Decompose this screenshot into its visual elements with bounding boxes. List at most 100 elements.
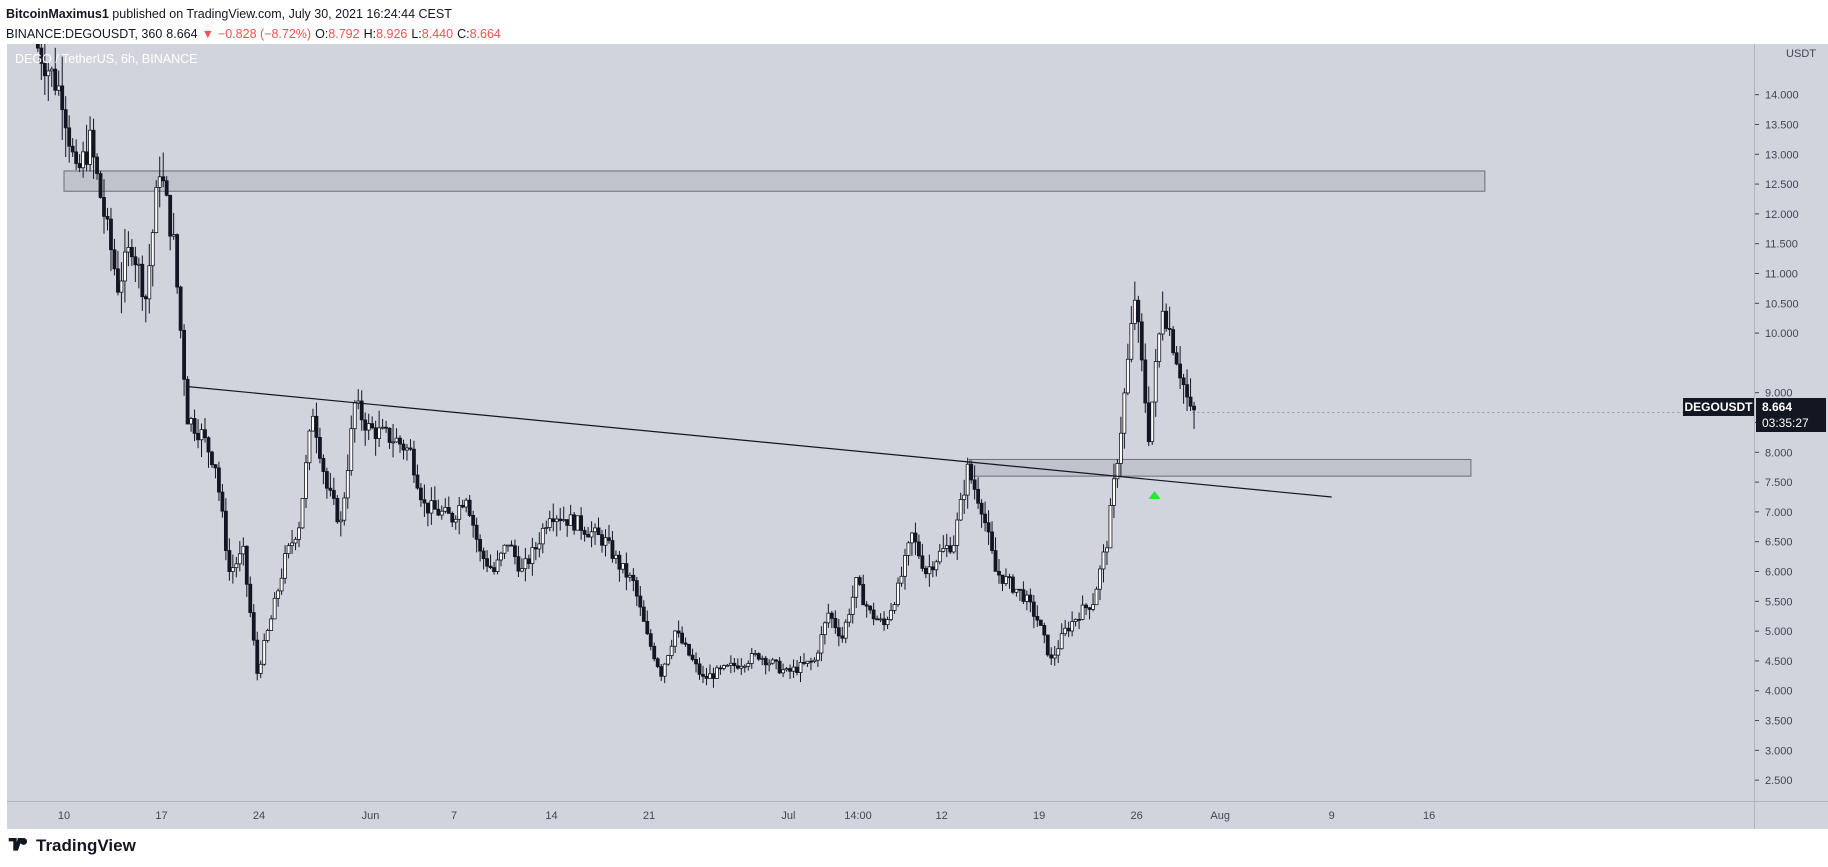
candle-body <box>185 378 190 425</box>
candle-body <box>206 437 211 453</box>
candle-body <box>492 567 496 572</box>
candle-body <box>833 617 838 629</box>
candle-body <box>1056 648 1061 656</box>
candle-body <box>401 443 406 451</box>
candle-body <box>972 479 977 490</box>
candle-body <box>171 234 176 237</box>
candle-body <box>1091 604 1095 610</box>
candle-body <box>715 667 719 679</box>
candle-body <box>969 463 974 481</box>
candle-body <box>1108 504 1113 549</box>
candle-body <box>1125 358 1130 394</box>
y-tick-label: 5.500 <box>1765 596 1793 608</box>
candle-body <box>544 527 549 529</box>
price-change: −0.828 (−8.72%) <box>217 27 312 41</box>
candle-body <box>948 545 953 553</box>
candle-body <box>711 673 716 679</box>
candle-body <box>335 497 340 523</box>
candle-body <box>781 669 785 674</box>
x-tick-label: Jun <box>362 810 380 822</box>
axis-corner <box>1754 801 1828 829</box>
candle-body <box>318 436 322 459</box>
candle-body <box>822 622 827 636</box>
candle-body <box>774 659 779 662</box>
candle-body <box>425 502 430 514</box>
candle-body <box>251 612 256 641</box>
y-tick-label: 2.500 <box>1765 775 1793 787</box>
candle-body <box>109 218 113 251</box>
candle-body <box>997 570 1001 576</box>
candle-body <box>175 234 180 288</box>
candle-body <box>1143 359 1148 404</box>
candle-body <box>760 657 765 660</box>
tradingview-brand: TradingView <box>36 836 136 855</box>
candle-body <box>965 463 970 496</box>
candle-body <box>203 429 207 439</box>
candle-body <box>161 176 166 182</box>
candle-body <box>551 518 556 523</box>
candle-body <box>1094 588 1099 606</box>
candle-body <box>930 566 935 571</box>
candle-body <box>157 176 162 188</box>
publish-line: BitcoinMaximus1 published on TradingView… <box>6 4 501 24</box>
candle-body <box>342 497 347 521</box>
tradingview-footer[interactable]: TradingView <box>8 836 136 856</box>
candle-body <box>1024 594 1029 602</box>
ohlc-line: BINANCE:DEGOUSDT, 360 8.664 ▼ −0.828 (−8… <box>6 24 501 44</box>
candle-body <box>352 402 357 430</box>
candle-body <box>276 590 281 599</box>
last-price: 8.664 <box>166 27 198 41</box>
candle-body <box>1077 618 1082 621</box>
candle-body <box>986 522 991 533</box>
candle-body <box>1000 574 1005 584</box>
y-tick-label: 13.500 <box>1765 119 1799 131</box>
candle-body <box>763 657 768 666</box>
candle-body <box>359 400 364 421</box>
candle-body <box>878 618 883 621</box>
candle-body <box>641 606 646 622</box>
candle-body <box>1059 633 1064 650</box>
y-tick-label: 3.000 <box>1765 745 1793 757</box>
candle-body <box>1014 588 1019 593</box>
candle-body <box>485 558 489 567</box>
time-axis[interactable]: 10 17 24 Jun 7 14 21 Jul 14:00 12 19 26 Aug 9 16 <box>7 801 1754 829</box>
candle-body <box>394 437 399 443</box>
x-tick-label: 19 <box>1033 810 1045 822</box>
candle-body <box>321 457 326 472</box>
candle-body <box>1052 654 1057 659</box>
candle-body <box>1087 607 1092 610</box>
chart-plot-area[interactable]: DEGO / TetherUS, 6h, BINANCE <box>7 44 1754 801</box>
x-tick-label: 14:00 <box>844 810 872 822</box>
candle-body <box>370 423 375 429</box>
candle-body <box>913 532 918 543</box>
candle-body <box>363 419 368 431</box>
candle-body <box>610 540 615 559</box>
candle-body <box>53 68 58 91</box>
candle-body <box>648 633 653 647</box>
high-value: 8.926 <box>376 27 408 41</box>
candle-body <box>652 645 657 660</box>
candle-body <box>739 665 744 669</box>
y-tick-label: 4.000 <box>1765 686 1793 698</box>
candle-body <box>565 519 570 526</box>
candle-body <box>283 553 287 579</box>
author-name[interactable]: BitcoinMaximus1 <box>6 7 109 21</box>
candle-body <box>220 491 225 512</box>
candle-body <box>98 173 103 198</box>
y-tick-label: 12.000 <box>1765 209 1799 221</box>
candle-body <box>1171 329 1176 354</box>
x-tick-label: 9 <box>1329 810 1335 822</box>
candle-body <box>297 527 301 540</box>
candle-body <box>286 545 291 554</box>
candle-body <box>60 85 65 111</box>
x-tick-label: 7 <box>451 810 457 822</box>
candle-body <box>1045 634 1050 656</box>
candle-body <box>136 263 141 266</box>
candle-body <box>603 537 608 546</box>
candle-body <box>840 635 845 639</box>
candle-body <box>439 510 444 516</box>
candle-body <box>1150 401 1155 443</box>
y-tick-label: 4.500 <box>1765 656 1793 668</box>
y-tick-label: 6.500 <box>1765 537 1793 549</box>
candle-body <box>405 447 409 451</box>
